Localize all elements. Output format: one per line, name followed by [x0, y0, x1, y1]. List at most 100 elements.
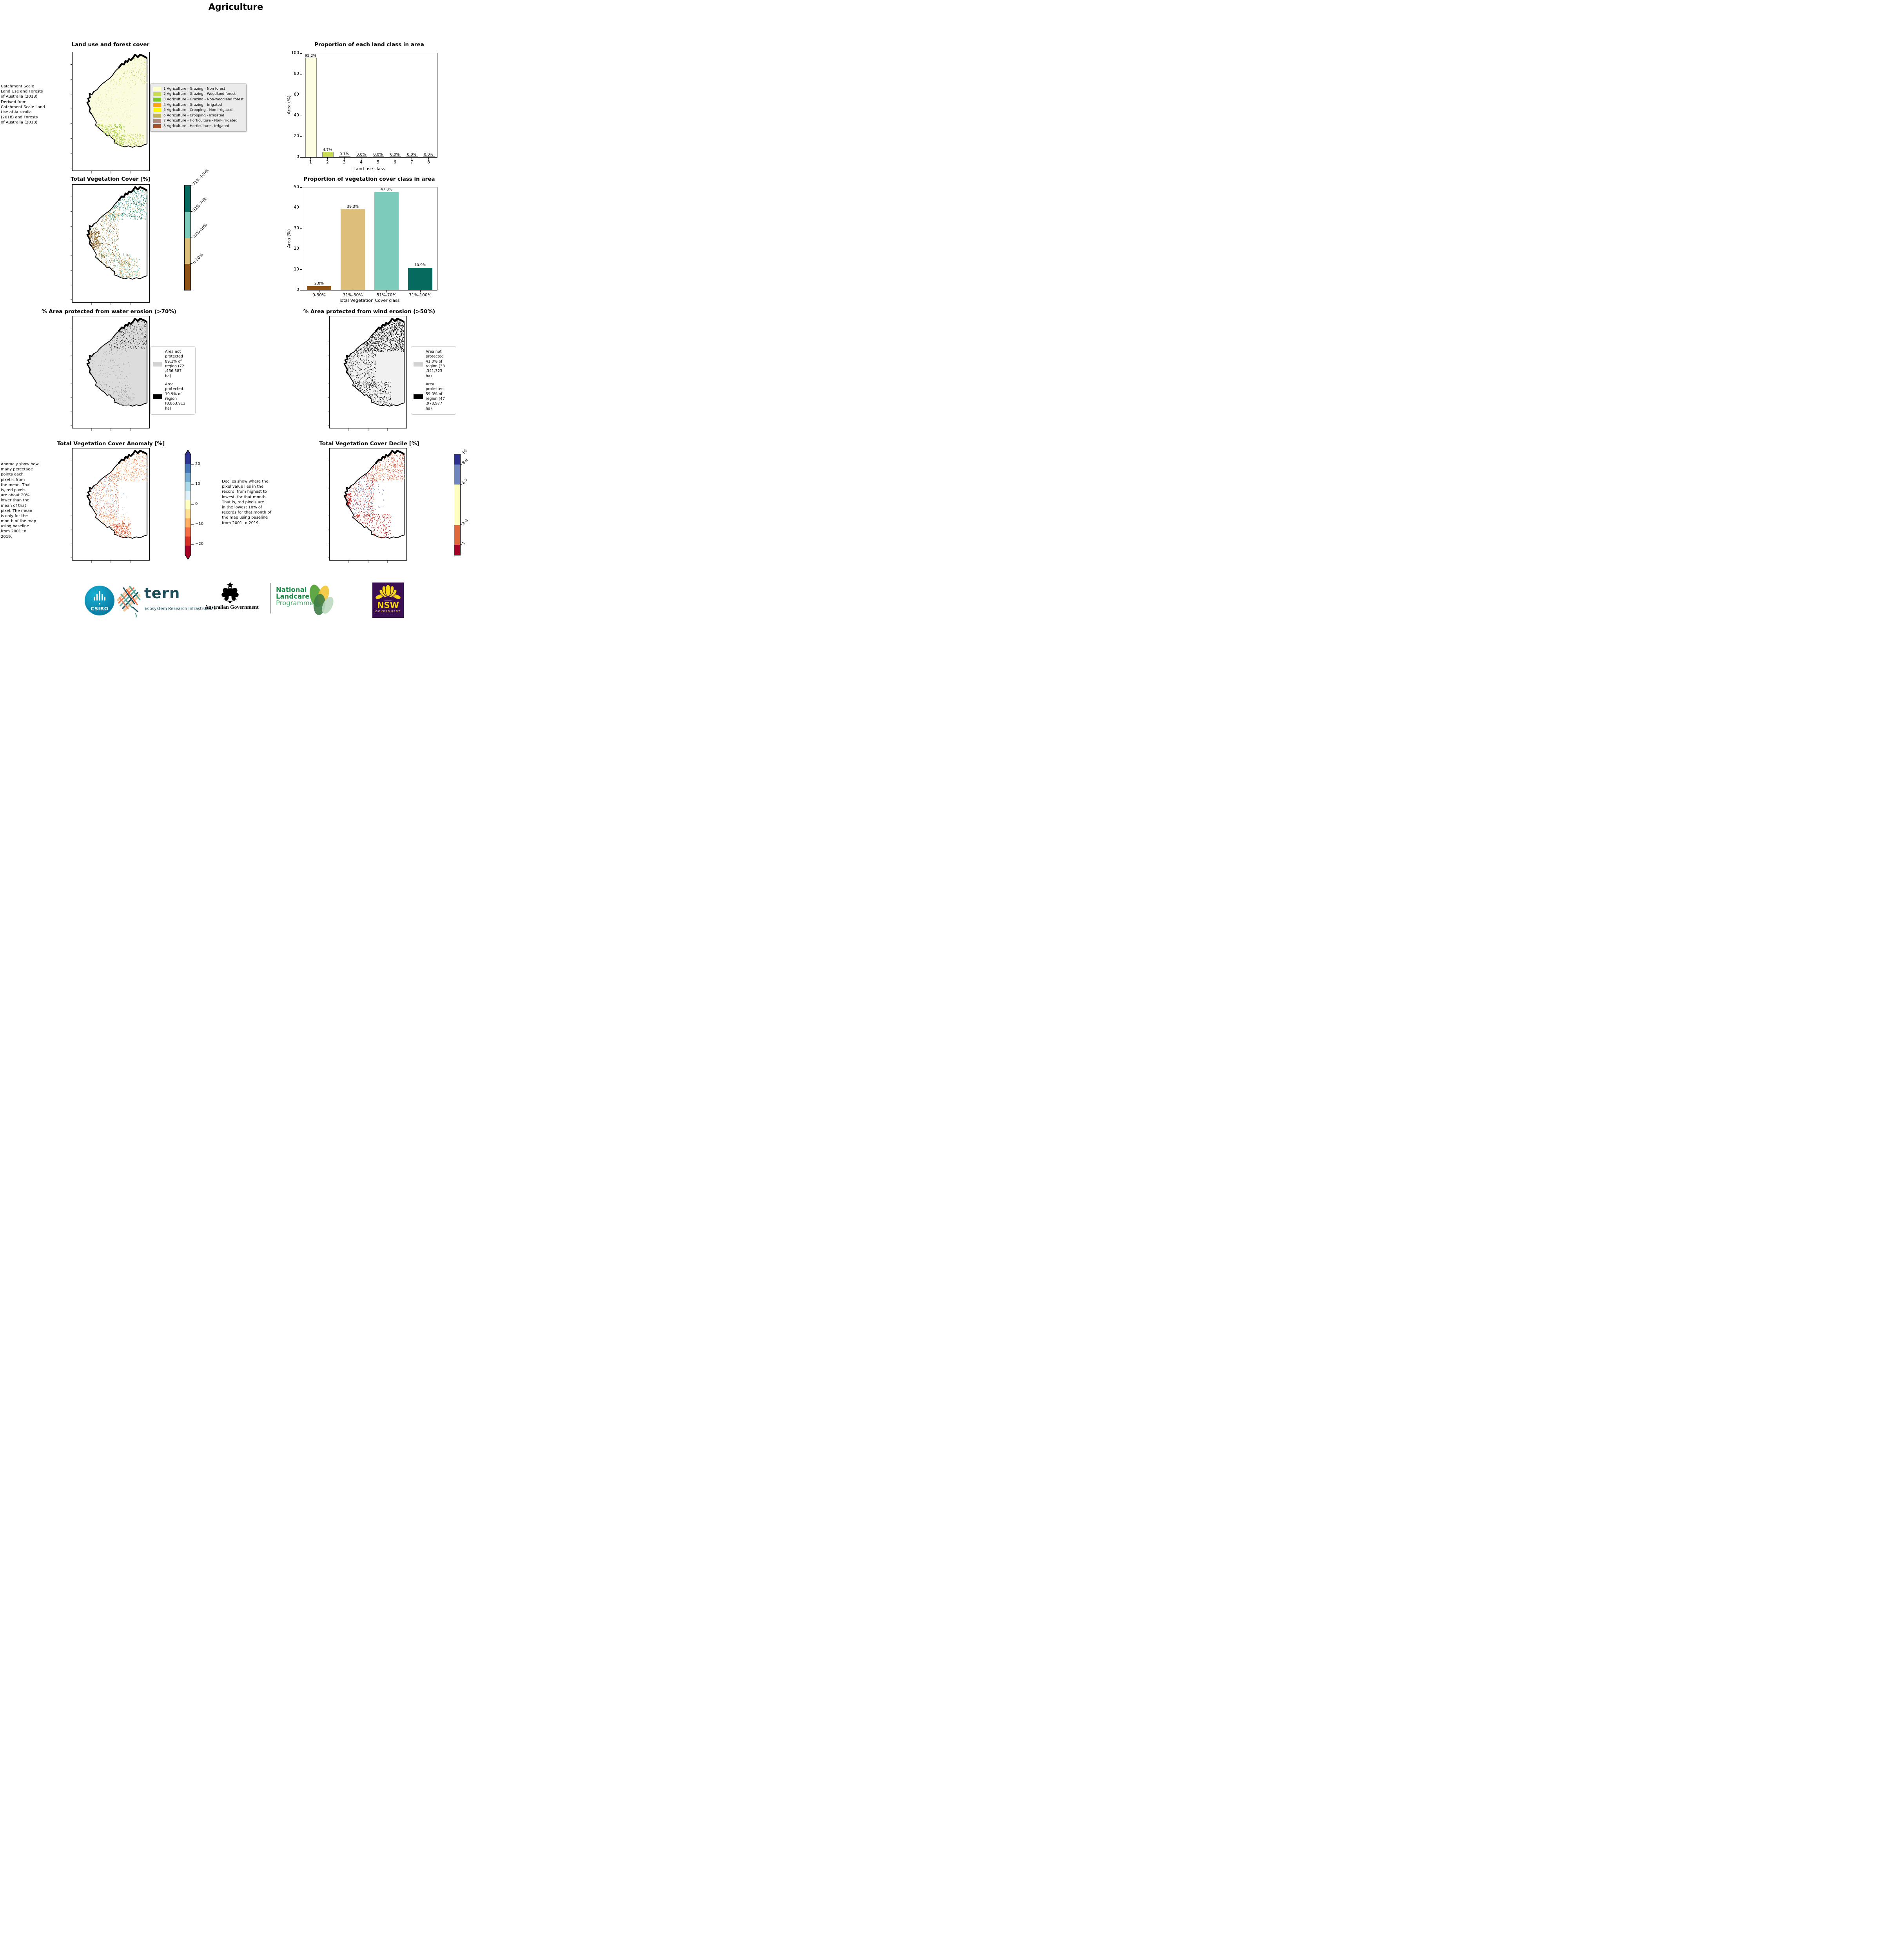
y-axis-label-land-class: Area (%): [286, 95, 292, 114]
veg-cover-colorbar: [184, 185, 191, 290]
land-use-legend: 1 Agriculture - Grazing - Non forest 2 A…: [150, 83, 247, 132]
colorbar-tick: [191, 544, 194, 545]
nsw-government-logo: NSW GOVERNMENT: [372, 583, 404, 618]
veg-colorbar-label-1: 71%-100%: [192, 168, 210, 187]
map-water-erosion: [72, 316, 150, 428]
logo-divider: [270, 583, 271, 613]
map-wind-erosion: [329, 316, 407, 428]
legend-label-7: 7 Agriculture - Horticulture - Non-irrig…: [163, 119, 238, 123]
anomaly-map-image: [73, 448, 148, 560]
nsw-wordmark: NSW: [377, 601, 399, 610]
legend-swatch-7: [153, 119, 161, 123]
land-use-map-image: [73, 52, 148, 171]
decile-map-image: [330, 448, 405, 560]
legend-label-4: 4 Agriculture - Grazing - Irrigated: [163, 103, 222, 107]
colorbar-tick: [460, 524, 462, 525]
legend-item: 7 Agriculture - Horticulture - Non-irrig…: [153, 118, 243, 124]
legend-item: 1 Agriculture - Grazing - Non forest: [153, 86, 243, 92]
area-not-protected-swatch: [153, 362, 162, 367]
anomaly-tick-neg20: −20: [195, 542, 204, 546]
veg-class-bar-chart: 0 10 20 30 40 50 2.0% 0-30% 39.3% 31%-50% 47.8% 51%…: [294, 185, 437, 298]
page-title: Agriculture: [208, 2, 263, 12]
legend-item: 4 Agriculture - Grazing - Irrigated: [153, 102, 243, 108]
legend-item: 6 Agriculture - Cropping - Irrigated: [153, 113, 243, 118]
decile-label-1: 1: [461, 541, 466, 546]
water-erosion-map-image: [73, 316, 148, 428]
australian-government-crest-icon: [221, 582, 239, 603]
map-land-use: [72, 52, 150, 171]
tern-australia-icon: [117, 586, 141, 618]
nsw-government-label: GOVERNMENT: [375, 610, 401, 613]
legend-item: 8 Agriculture - Horticulture - Irrigated: [153, 123, 243, 129]
anomaly-tick-20: 20: [195, 462, 200, 466]
anomaly-tick-10: 10: [195, 482, 200, 486]
colorbar-tick: [460, 464, 462, 465]
anomaly-tick-neg10: −10: [195, 522, 204, 526]
colorbar-tick: [191, 524, 194, 525]
csiro-waveform-icon: [85, 591, 114, 601]
anomaly-colorbar: [185, 449, 191, 560]
tern-wordmark: tern: [144, 585, 180, 602]
panel-title-anomaly: Total Vegetation Cover Anomaly [%]: [57, 441, 165, 447]
legend-swatch-8: [153, 124, 161, 128]
area-protected-swatch: [414, 394, 423, 399]
veg-colorbar-label-3: 31%-50%: [192, 222, 209, 239]
legend-label-3: 3 Agriculture - Grazing - Non-woodland f…: [163, 97, 244, 102]
legend-item: Area not protected 41.0% of region (33 ,…: [414, 350, 454, 379]
colorbar-tick: [190, 263, 192, 264]
landcare-leaves-icon: [309, 584, 334, 615]
wind-erosion-legend: Area not protected 41.0% of region (33 ,…: [411, 346, 456, 415]
anomaly-tick-0: 0: [195, 502, 198, 506]
legend-label-8: 8 Agriculture - Horticulture - Irrigated: [163, 124, 229, 128]
colorbar-tick: [460, 484, 462, 485]
legend-item: 2 Agriculture - Grazing - Woodland fores…: [153, 92, 243, 97]
panel-title-wind-erosion: % Area protected from wind erosion (>50%…: [303, 309, 435, 315]
land-class-bar-chart: 0 20 40 60 80 100 95.2% 1 4.7% 2 0.1% 3 0.0% 4 0.0% 5 0.…: [291, 51, 437, 165]
decile-label-2-3: 2-3: [461, 518, 469, 526]
map-veg-cover: [72, 184, 150, 303]
legend-item: Area protected 59.0% of region (47 ,978,…: [414, 382, 454, 411]
legend-swatch-5: [153, 108, 161, 113]
chart-title-land-class: Proportion of each land class in area: [314, 42, 424, 48]
decile-label-10: 10: [461, 448, 468, 456]
tern-subtitle: Ecosystem Research Infrastructure: [145, 606, 217, 611]
x-axis-label-veg-class: Total Vegetation Cover class: [339, 298, 400, 303]
x-axis-label-land-class: Land use class: [353, 166, 385, 171]
area-not-protected-label: Area not protected 41.0% of region (33 ,…: [426, 350, 445, 378]
legend-item: 3 Agriculture - Grazing - Non-woodland f…: [153, 97, 243, 102]
legend-label-1: 1 Agriculture - Grazing - Non forest: [163, 87, 225, 91]
csiro-logo: CSIRO: [85, 586, 114, 615]
veg-colorbar-label-4: 0-30%: [192, 252, 204, 265]
panel-title-decile: Total Vegetation Cover Decile [%]: [319, 441, 419, 447]
panel-title-land-use: Land use and forest cover: [71, 42, 150, 48]
agriculture-report-figure: Agriculture Land use and forest cover Ca…: [0, 0, 472, 626]
panel-title-water-erosion: % Area protected from water erosion (>70…: [42, 309, 176, 315]
nlp-line-1: National: [276, 586, 307, 593]
area-not-protected-swatch: [414, 362, 423, 367]
land-use-source-note: Catchment Scale Land Use and Forests of …: [1, 84, 45, 125]
legend-item: Area protected 10.9% of region (8,863,91…: [153, 382, 193, 411]
decile-label-8-9: 8-9: [461, 458, 469, 466]
y-axis-label-veg-class: Area (%): [286, 229, 292, 248]
decile-colorbar: [454, 454, 461, 555]
colorbar-tick: [460, 544, 462, 545]
legend-item: 5 Agriculture - Cropping - Non-irrigated: [153, 107, 243, 113]
legend-swatch-6: [153, 113, 161, 118]
csiro-wordmark: CSIRO: [91, 606, 109, 612]
legend-swatch-2: [153, 92, 161, 96]
area-protected-label: Area protected 10.9% of region (8,863,91…: [165, 382, 186, 411]
legend-item: Area not protected 89.1% of region (72 ,…: [153, 350, 193, 379]
national-landcare-wordmark: National Landcare Programme: [276, 586, 314, 607]
wind-erosion-map-image: [330, 316, 405, 428]
anomaly-note: Anomaly show how many percetage points e…: [1, 462, 39, 539]
map-decile: [329, 448, 407, 561]
australian-government-wordmark: Australian Government: [205, 604, 259, 610]
chart-title-veg-class: Proportion of vegetation cover class in …: [303, 176, 435, 182]
legend-swatch-1: [153, 87, 161, 91]
legend-label-2: 2 Agriculture - Grazing - Woodland fores…: [163, 92, 236, 96]
decile-note: Deciles show where the pixel value lies …: [222, 479, 272, 525]
csiro-dot-icon: [99, 603, 100, 604]
legend-label-5: 5 Agriculture - Cropping - Non-irrigated: [163, 108, 233, 113]
area-protected-swatch: [153, 394, 162, 399]
decile-label-4-7: 4-7: [461, 478, 469, 486]
